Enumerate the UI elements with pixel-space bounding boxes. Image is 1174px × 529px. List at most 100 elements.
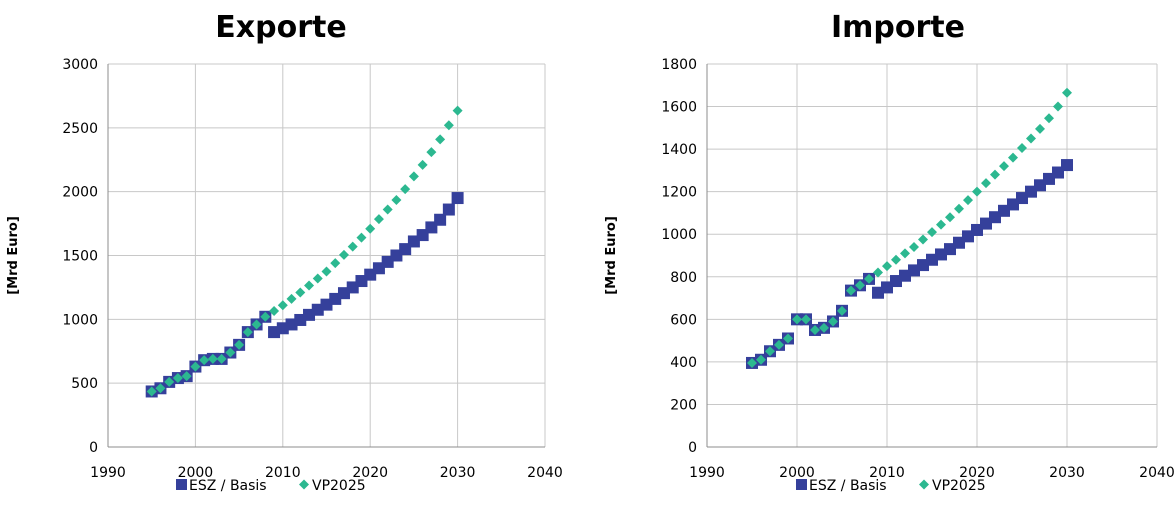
vp-point	[199, 355, 210, 366]
imports-chart: Importe 0 200 400 600 800 1000 1200 1400 1600 1800…	[587, 0, 1174, 529]
vp-point	[837, 305, 847, 316]
vp-point	[990, 169, 1000, 180]
legend-esz-marker	[176, 479, 187, 490]
y-tick-label: 0	[89, 440, 98, 456]
legend-vp-marker	[919, 479, 929, 490]
legend-vp-marker	[299, 479, 309, 490]
vp-point	[356, 232, 367, 243]
x-tick-label: 2020	[959, 465, 995, 481]
vp-point	[312, 273, 323, 284]
chart-title: Importe	[831, 10, 965, 45]
vp-point	[1026, 133, 1036, 144]
vp-point	[304, 280, 315, 291]
esz-point	[935, 248, 947, 261]
vp-point	[207, 353, 218, 364]
y-tick-label: 1600	[661, 100, 697, 116]
y-tick-label: 1800	[661, 57, 697, 73]
vp-point	[452, 105, 463, 116]
vp-point	[443, 120, 454, 131]
vp-point	[963, 195, 973, 206]
vp-point	[155, 383, 166, 394]
x-tick-label: 2010	[265, 465, 301, 481]
y-tick-label: 500	[71, 376, 98, 392]
vp-point	[347, 241, 358, 252]
vp-point	[945, 212, 955, 223]
esz-point	[451, 192, 464, 205]
esz-point	[442, 203, 455, 216]
x-tick-label: 1990	[90, 465, 126, 481]
y-tick-label: 0	[688, 440, 697, 456]
vp-point	[164, 376, 175, 387]
vp-point	[1062, 87, 1072, 98]
chart-title: Exporte	[215, 10, 346, 45]
vp-point	[417, 159, 428, 170]
vp-point	[909, 241, 919, 252]
vp-point	[819, 322, 829, 333]
y-tick-label: 1200	[661, 185, 697, 201]
vp-point	[855, 280, 865, 291]
y-tick-label: 600	[670, 312, 697, 328]
vp-point	[146, 386, 157, 397]
vp-point	[828, 316, 838, 327]
vp-point	[765, 346, 775, 357]
vp-point	[260, 311, 271, 322]
legend-esz-marker	[796, 479, 807, 490]
legend-esz-label: ESZ / Basis	[809, 478, 887, 494]
vp-point	[435, 134, 446, 145]
y-axis-label: [Mrd Euro]	[6, 216, 21, 295]
vp-point	[1053, 101, 1063, 112]
vp-point	[172, 373, 183, 384]
x-tick-label: 2040	[527, 465, 563, 481]
vp-point	[181, 371, 192, 382]
y-tick-label: 200	[670, 397, 697, 413]
vp-point	[408, 171, 419, 182]
vp-point	[400, 184, 411, 195]
vp-point	[365, 223, 376, 234]
vp-point	[225, 347, 236, 358]
vp-point	[936, 219, 946, 230]
vp-point	[801, 314, 811, 325]
vp-point	[873, 267, 883, 278]
exports-chart: Exporte 0 500 1000 1500 2000 2500 3000 1990 2000 2…	[6, 10, 563, 494]
vp-point	[426, 147, 437, 158]
vp-point	[999, 161, 1009, 172]
vp-point	[1044, 113, 1054, 124]
vp-point	[882, 261, 892, 272]
y-tick-label: 1000	[62, 312, 98, 328]
vp-point	[756, 354, 766, 365]
vp-point	[1017, 143, 1027, 154]
vp-point	[891, 254, 901, 265]
vp-point	[774, 339, 784, 350]
x-tick-label: 2010	[869, 465, 905, 481]
vp-point	[1035, 123, 1045, 134]
vp-point	[216, 353, 227, 364]
esz-point	[434, 213, 447, 226]
vp-point	[981, 178, 991, 189]
vp-point	[234, 339, 245, 350]
vp-point	[1008, 152, 1018, 163]
vp-point	[864, 273, 874, 284]
exports-chart-svg: Exporte 0 500 1000 1500 2000 2500 3000 1990 2000 2…	[6, 10, 563, 494]
x-tick-label: 2000	[779, 465, 815, 481]
vp-point	[382, 204, 393, 215]
y-tick-label: 1500	[62, 249, 98, 265]
vp-point	[918, 234, 928, 245]
y-axis-label: [Mrd Euro]	[604, 216, 619, 295]
vp-point	[954, 203, 964, 214]
vp-point	[330, 258, 341, 269]
x-tick-label: 2040	[1139, 465, 1174, 481]
x-tick-label: 1990	[689, 465, 725, 481]
vp-point	[190, 361, 201, 372]
legend-vp-label: VP2025	[932, 478, 986, 494]
vp-point	[269, 306, 280, 317]
vp-point	[338, 249, 349, 260]
y-tick-label: 2000	[62, 185, 98, 201]
vp-point	[373, 214, 384, 225]
x-tick-label: 2030	[440, 465, 476, 481]
imports-chart-svg: Importe 0 200 400 600 800 1000 1200 1400 1600 1800…	[604, 10, 1174, 494]
vp-point	[321, 266, 332, 277]
y-tick-label: 2500	[62, 121, 98, 137]
vp-point	[277, 300, 288, 311]
vp-point	[900, 248, 910, 259]
vp-point	[747, 357, 757, 368]
